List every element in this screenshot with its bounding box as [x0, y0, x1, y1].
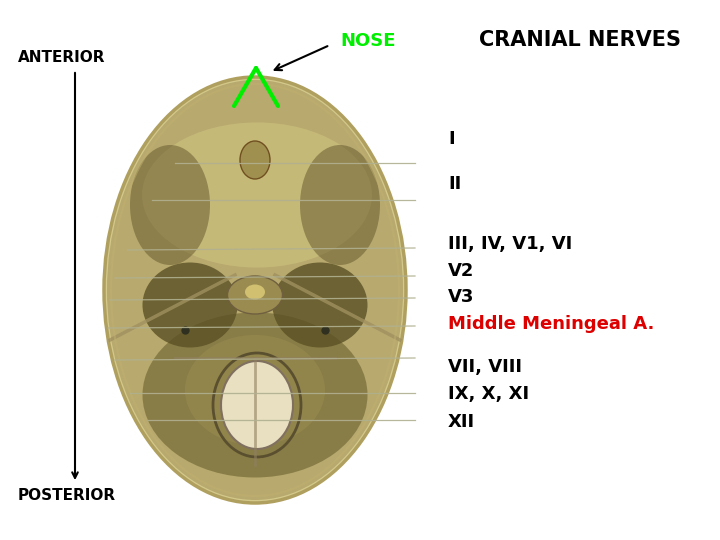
Ellipse shape — [143, 262, 238, 348]
Ellipse shape — [185, 335, 325, 445]
Ellipse shape — [228, 276, 282, 314]
Ellipse shape — [107, 80, 403, 500]
Ellipse shape — [104, 77, 406, 503]
Text: ANTERIOR: ANTERIOR — [18, 50, 106, 65]
Text: XII: XII — [448, 413, 475, 431]
Text: POSTERIOR: POSTERIOR — [18, 488, 116, 503]
Text: II: II — [448, 175, 462, 193]
Ellipse shape — [221, 361, 293, 449]
Text: VII, VIII: VII, VIII — [448, 358, 522, 376]
Ellipse shape — [300, 145, 380, 265]
Text: III, IV, V1, VI: III, IV, V1, VI — [448, 235, 572, 253]
Text: I: I — [448, 130, 454, 148]
Ellipse shape — [130, 145, 210, 265]
Ellipse shape — [272, 262, 367, 348]
Text: NOSE: NOSE — [340, 32, 395, 50]
Ellipse shape — [240, 141, 270, 179]
Text: Middle Meningeal A.: Middle Meningeal A. — [448, 315, 654, 333]
Ellipse shape — [245, 285, 265, 300]
Ellipse shape — [143, 313, 367, 477]
Text: V2: V2 — [448, 262, 474, 280]
Ellipse shape — [142, 123, 372, 267]
Text: CRANIAL NERVES: CRANIAL NERVES — [479, 30, 681, 50]
Text: IX, X, XI: IX, X, XI — [448, 385, 529, 403]
Text: V3: V3 — [448, 288, 474, 306]
